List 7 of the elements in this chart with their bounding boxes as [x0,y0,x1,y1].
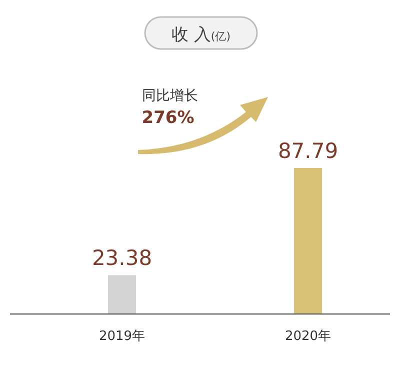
text: 276% [142,108,194,128]
data-label: 23.38 [92,246,152,270]
x-tick-label: 2019年 [98,329,146,344]
data-label: 87.79 [278,139,338,163]
x-tick-label: 2020年 [284,329,332,344]
chart-title: 收 入(亿) [172,25,230,45]
text: 同比增长 [142,88,198,104]
